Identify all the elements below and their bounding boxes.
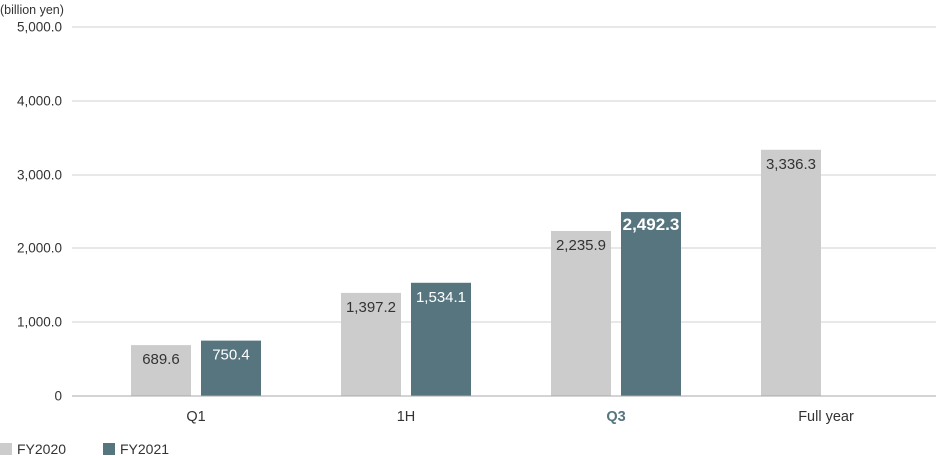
legend-label-fy2021: FY2021	[120, 441, 169, 456]
data-label-fy2020-q3: 2,235.9	[556, 237, 606, 254]
data-label-fy2020-q1: 689.6	[142, 351, 180, 368]
data-label-fy2021-q1: 750.4	[212, 347, 250, 364]
y-tick-label: 5,000.0	[17, 20, 62, 35]
legend-swatch-fy2020	[0, 443, 12, 455]
y-tick-label: 4,000.0	[17, 94, 62, 109]
data-label-fy2020-1h: 1,397.2	[346, 299, 396, 316]
y-tick-label: 3,000.0	[17, 168, 62, 183]
bar-fy2020-q1	[131, 345, 191, 396]
bar-fy2020-1h	[341, 292, 401, 396]
category-label-1h: 1H	[397, 409, 416, 425]
y-tick-label: 2,000.0	[17, 241, 62, 256]
data-label-fy2020-full-year: 3,336.3	[766, 156, 816, 173]
data-label-fy2021-1h: 1,534.1	[416, 289, 466, 306]
legend-label-fy2020: FY2020	[17, 441, 66, 456]
y-tick-label: 1,000.0	[17, 315, 62, 330]
category-label-q3: Q3	[606, 409, 625, 425]
data-label-fy2021-q3: 2,492.3	[623, 215, 680, 234]
legend-swatch-fy2021	[103, 443, 115, 455]
bar-fy2021-q3	[621, 212, 681, 396]
bar-fy2020-q3	[551, 230, 611, 396]
y-axis-unit-label: (billion yen)	[0, 3, 64, 17]
bar-fy2021-q1	[201, 340, 261, 396]
category-label-q1: Q1	[186, 409, 205, 425]
bar-fy2020-full-year	[761, 149, 821, 396]
y-tick-label: 0	[54, 389, 62, 404]
category-label-full-year: Full year	[798, 409, 854, 425]
bar-fy2021-1h	[411, 282, 471, 396]
